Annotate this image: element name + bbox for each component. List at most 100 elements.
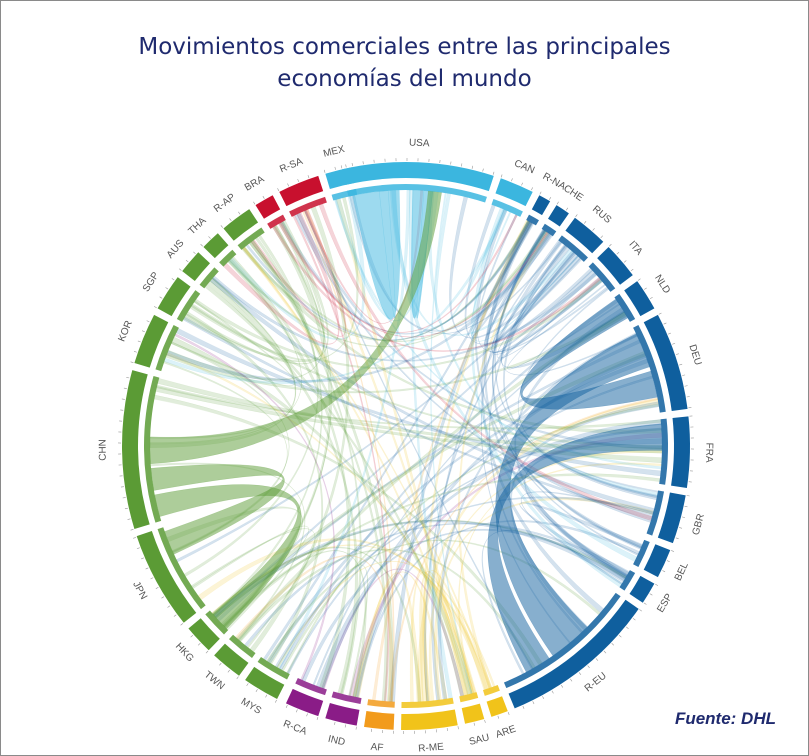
tick-mark <box>497 715 500 719</box>
tick-mark <box>575 214 578 218</box>
segment-outer-band <box>565 217 604 254</box>
segment-ind[interactable]: IND <box>325 691 362 748</box>
tick-mark <box>238 211 241 215</box>
tick-mark <box>122 497 126 499</box>
tick-mark <box>675 353 679 355</box>
flow-af-r-sa <box>302 210 395 702</box>
segment-are[interactable]: ARE <box>482 684 518 741</box>
title-line-2: economías del mundo <box>277 66 532 92</box>
segment-fra[interactable]: FRA <box>659 415 715 488</box>
tick-mark <box>306 713 308 717</box>
segment-mys[interactable]: MYS <box>239 656 290 717</box>
segment-outer-band <box>245 666 285 700</box>
tick-mark <box>679 527 683 529</box>
segment-inner-band <box>331 188 358 201</box>
segment-outer-band <box>325 167 355 190</box>
segment-outer-band <box>255 195 281 219</box>
segment-r-sa[interactable]: R-SA <box>277 156 327 217</box>
segment-inner-band <box>619 570 636 591</box>
segment-inner-band <box>144 375 162 523</box>
segment-label: CHE <box>561 183 585 204</box>
segment-sau[interactable]: SAU <box>459 692 491 748</box>
flow-che-r-na <box>471 221 548 337</box>
flow-bel-ind <box>355 520 640 698</box>
tick-mark <box>344 724 347 728</box>
segment-inner-band <box>199 267 219 289</box>
tick-mark <box>236 676 239 680</box>
segment-inner-band <box>347 183 487 203</box>
segment-af[interactable]: AF <box>364 699 395 754</box>
tick-mark <box>542 696 545 700</box>
tick-mark <box>340 165 343 169</box>
tick-mark <box>681 516 686 518</box>
segment-inner-band <box>237 227 265 250</box>
flow-r-me-ind <box>354 572 422 703</box>
segment-chn[interactable]: CHN <box>98 370 162 531</box>
segment-label: BRA <box>243 174 267 194</box>
segment-label: USA <box>409 137 430 149</box>
tick-mark <box>316 716 319 720</box>
flow-r-sa-r-ap <box>250 209 347 337</box>
tick-mark <box>675 537 679 540</box>
tick-mark <box>153 306 157 309</box>
tick-mark <box>190 634 194 638</box>
tick-mark <box>167 605 171 608</box>
tick-mark <box>165 287 169 290</box>
segment-outer-band <box>495 178 533 207</box>
segment-outer-band <box>134 314 169 368</box>
tick-mark <box>200 243 203 247</box>
segment-inner-band <box>541 223 557 237</box>
segment-inner-band <box>558 235 589 262</box>
tick-mark <box>274 699 277 703</box>
tick-mark <box>145 567 149 570</box>
tick-mark <box>684 385 688 387</box>
flow-r-me-are <box>422 570 489 702</box>
tick-mark <box>178 268 182 271</box>
segment-outer-band <box>279 175 324 207</box>
segment-inner-band <box>588 262 616 292</box>
tick-mark <box>255 689 258 692</box>
segment-outer-band <box>223 209 259 241</box>
tick-mark <box>197 643 201 646</box>
segment-label: R-EU <box>583 670 609 694</box>
tick-mark <box>672 342 676 345</box>
segment-bel[interactable]: BEL <box>633 539 691 583</box>
segment-usa[interactable]: USA <box>340 137 495 203</box>
flow-r-ap-ind <box>250 239 362 695</box>
segment-can[interactable]: CAN <box>491 158 536 217</box>
tick-mark <box>220 225 224 228</box>
segment-label: HKG <box>173 641 196 665</box>
flow-are-r-ap <box>242 246 493 689</box>
segment-outer-band <box>597 246 633 285</box>
segment-label: KOR <box>116 319 134 343</box>
tick-mark <box>644 287 647 290</box>
tick-mark <box>295 709 298 713</box>
tick-mark <box>124 507 128 510</box>
tick-mark <box>492 171 495 175</box>
tick-mark <box>133 351 137 353</box>
flow-fra-r-ca <box>315 419 662 688</box>
segment-label: R-SA <box>278 156 305 175</box>
segment-outer-band <box>671 416 691 488</box>
segment-label: NLD <box>652 273 672 296</box>
tick-mark <box>623 260 627 263</box>
segment-label: CHN <box>98 439 109 461</box>
tick-mark <box>551 690 554 694</box>
tick-mark <box>246 683 249 687</box>
flow-ita-aus <box>211 272 598 362</box>
segment-label: TWN <box>202 669 227 692</box>
tick-mark <box>521 182 523 186</box>
segment-gbr[interactable]: GBR <box>646 490 707 544</box>
segment-inner-band <box>401 697 454 708</box>
segment-outer-band <box>624 281 655 317</box>
segment-mex[interactable]: MEX <box>322 144 358 201</box>
tick-mark <box>560 684 564 688</box>
segment-outer-band <box>401 709 458 730</box>
tick-mark <box>671 550 675 552</box>
flow-bra-che <box>278 222 549 338</box>
tick-mark <box>603 650 607 654</box>
segment-r-me[interactable]: R-ME <box>401 697 459 755</box>
segment-outer-band <box>643 314 688 412</box>
tick-mark <box>587 665 590 669</box>
tick-mark <box>173 614 177 617</box>
